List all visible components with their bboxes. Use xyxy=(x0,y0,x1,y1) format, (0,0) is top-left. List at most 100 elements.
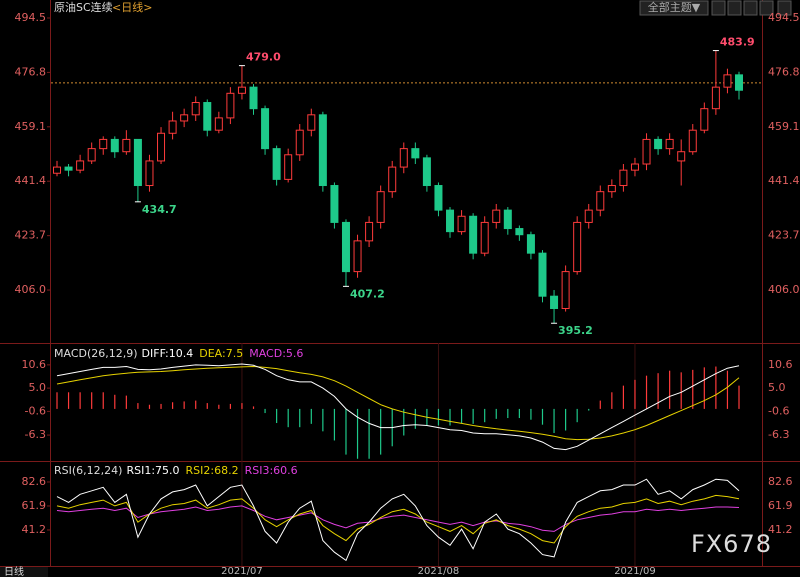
candle-body xyxy=(133,138,142,187)
candle-body xyxy=(538,252,547,297)
candle-body xyxy=(284,154,293,180)
candle-body xyxy=(665,138,674,150)
panel-title: RSI(6,12,24) xyxy=(54,464,122,477)
symbol: 原油SC连续 xyxy=(54,0,113,14)
y-tick-label: 494.5 xyxy=(15,11,47,24)
candle-body xyxy=(353,240,362,273)
y-tick-label-right: 423.7 xyxy=(768,229,800,242)
y-tick-label-right: 5.0 xyxy=(768,381,786,394)
legend-entry: DEA:7.5 xyxy=(199,347,243,360)
x-tick-label: 2021/07 xyxy=(221,566,263,577)
y-tick-label-right: 41.2 xyxy=(768,523,793,536)
y-tick-label: -6.3 xyxy=(25,428,46,441)
series-line xyxy=(56,505,740,532)
x-tick-label: 2021/08 xyxy=(418,566,460,577)
candle-body xyxy=(237,86,246,94)
candle-body xyxy=(203,102,212,131)
candle-body xyxy=(711,86,720,110)
y-tick-label-right: 406.0 xyxy=(768,283,800,296)
candle-body xyxy=(145,160,154,187)
y-tick-label-right: 61.9 xyxy=(768,499,793,512)
candle-body xyxy=(341,221,350,273)
candle-body xyxy=(446,209,455,233)
candle-body xyxy=(723,74,732,88)
candle-body xyxy=(318,114,327,187)
candle-body xyxy=(157,132,166,162)
candle-body xyxy=(249,86,258,110)
candle-body xyxy=(330,185,339,223)
candle-body xyxy=(630,163,639,171)
legend-entry: RSI3:60.6 xyxy=(245,464,298,477)
candle-body xyxy=(226,92,235,119)
y-tick-label-right: 82.6 xyxy=(768,475,793,488)
candle-body xyxy=(87,148,96,162)
y-tick-label: 5.0 xyxy=(29,381,47,394)
candle-body xyxy=(434,185,443,211)
y-tick-label-right: 441.4 xyxy=(768,174,800,187)
candle-body xyxy=(399,148,408,168)
extreme-label: 395.2 xyxy=(558,324,593,337)
theme-button[interactable] xyxy=(639,0,709,16)
candle-body xyxy=(503,209,512,230)
candle-body xyxy=(561,271,570,309)
series-line xyxy=(56,365,740,441)
candle-body xyxy=(700,108,709,131)
candle-body xyxy=(191,102,200,116)
y-tick-label-right: 494.5 xyxy=(768,11,800,24)
y-tick-label-right: 10.6 xyxy=(768,358,793,371)
toolbar-icons[interactable] xyxy=(711,0,792,16)
candle-body xyxy=(307,114,316,131)
y-tick-label: 41.2 xyxy=(22,523,47,536)
candle-body xyxy=(492,209,501,223)
candle-body xyxy=(596,191,605,211)
candle-body xyxy=(64,166,73,171)
footer-period[interactable]: 日线 xyxy=(4,565,24,577)
period-tab[interactable] xyxy=(0,567,48,577)
extreme-label: 434.7 xyxy=(142,203,177,216)
extreme-label: 479.0 xyxy=(246,51,281,64)
legend-entry: RSI2:68.2 xyxy=(186,464,239,477)
candle-body xyxy=(573,221,582,273)
y-tick-label-right: -0.6 xyxy=(768,404,789,417)
series-line xyxy=(56,478,740,562)
watermark: FX678 xyxy=(691,530,772,558)
y-tick-label: 441.4 xyxy=(15,174,47,187)
candle-body xyxy=(376,191,385,223)
legend-entry: RSI1:75.0 xyxy=(126,464,179,477)
series-line xyxy=(56,494,740,544)
candle-body xyxy=(642,138,651,165)
candle-body xyxy=(677,151,686,162)
y-tick-label: -0.6 xyxy=(25,404,46,417)
candle-body xyxy=(526,234,535,254)
theme-button-label[interactable]: 全部主题▼ xyxy=(648,0,701,14)
candle-body xyxy=(365,221,374,242)
candle-body xyxy=(180,114,189,122)
y-tick-label-right: -6.3 xyxy=(768,428,789,441)
candle-body xyxy=(53,166,61,174)
y-tick-label: 61.9 xyxy=(22,499,47,512)
y-tick-label-right: 476.8 xyxy=(768,65,800,78)
y-tick-label: 406.0 xyxy=(15,283,47,296)
candle-body xyxy=(619,169,628,187)
candle-body xyxy=(469,215,478,254)
candle-body xyxy=(76,160,85,171)
y-tick-label: 423.7 xyxy=(15,229,47,242)
candle-body xyxy=(388,166,397,193)
candle-body xyxy=(654,138,663,150)
candle-body xyxy=(584,209,593,223)
extreme-label: 407.2 xyxy=(350,287,385,300)
candle-body xyxy=(735,74,743,91)
candle-body xyxy=(122,138,131,153)
y-tick-label-right: 459.1 xyxy=(768,120,800,133)
period: <日线> xyxy=(112,0,152,14)
candle-body xyxy=(110,138,119,153)
candle-body xyxy=(272,148,281,180)
candle-body xyxy=(422,157,431,187)
y-tick-label: 476.8 xyxy=(15,65,47,78)
candle-body xyxy=(261,108,270,150)
candle-body xyxy=(607,185,616,193)
extreme-label: 483.9 xyxy=(720,36,755,49)
